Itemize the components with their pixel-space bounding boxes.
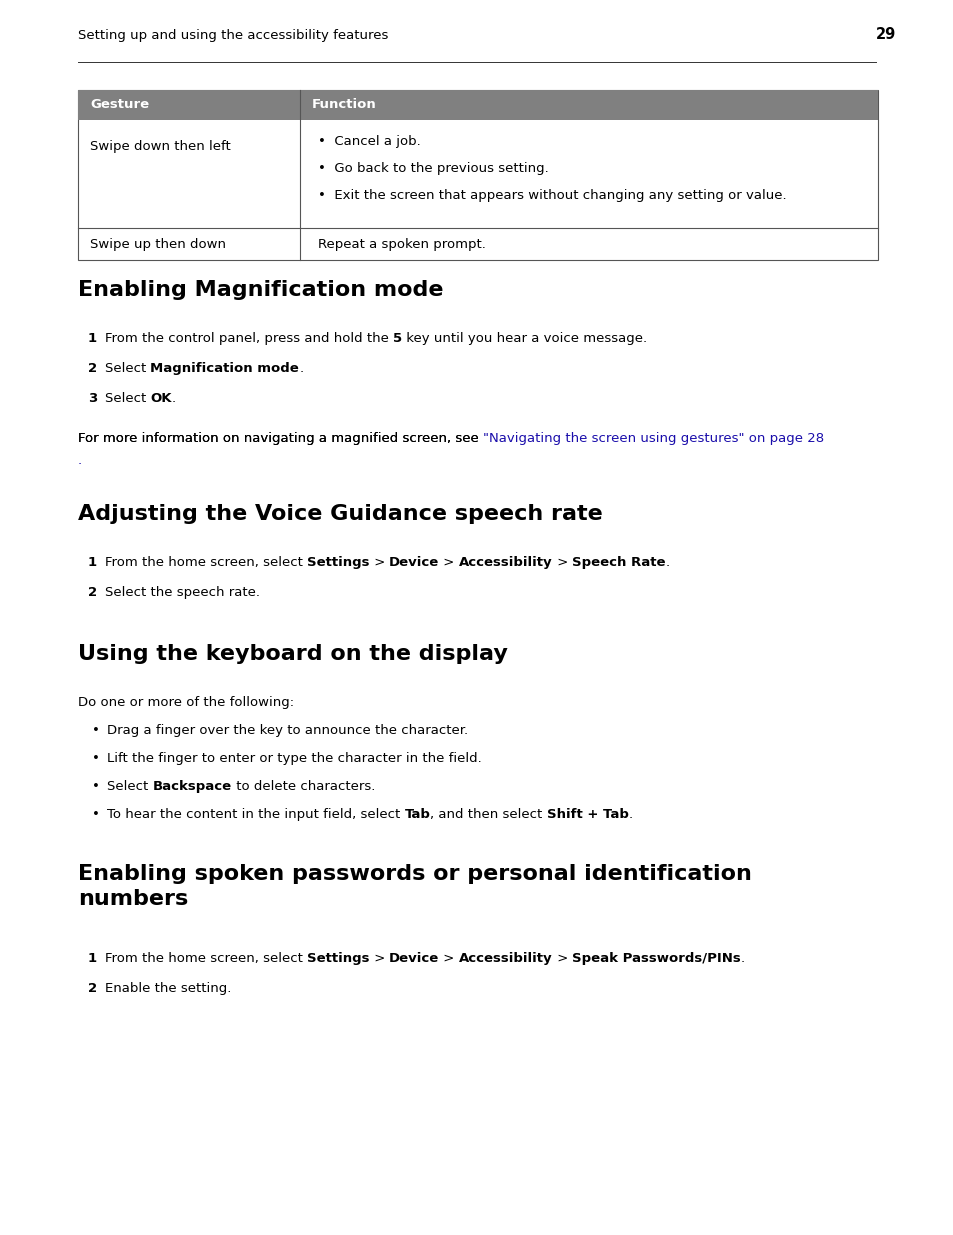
Text: •  Go back to the previous setting.: • Go back to the previous setting. (317, 162, 548, 175)
Text: 1: 1 (88, 332, 97, 345)
Text: "Navigating the screen using gestures" on page 28: "Navigating the screen using gestures" o… (482, 432, 823, 445)
Text: •  Exit the screen that appears without changing any setting or value.: • Exit the screen that appears without c… (317, 189, 786, 203)
Text: Device: Device (389, 952, 439, 965)
Text: 2: 2 (88, 982, 97, 995)
Text: Lift the finger to enter or type the character in the field.: Lift the finger to enter or type the cha… (107, 752, 481, 764)
Text: Swipe down then left: Swipe down then left (90, 140, 231, 153)
Text: Select: Select (105, 391, 151, 405)
Text: Drag a finger over the key to announce the character.: Drag a finger over the key to announce t… (107, 724, 468, 737)
Text: 1: 1 (88, 952, 97, 965)
Text: Speak Passwords/PINs: Speak Passwords/PINs (572, 952, 740, 965)
Text: .: . (172, 391, 176, 405)
Text: >: > (369, 952, 389, 965)
Text: •: • (91, 752, 100, 764)
Text: Gesture: Gesture (90, 99, 149, 111)
Text: 1: 1 (88, 556, 97, 569)
Text: Settings: Settings (307, 556, 369, 569)
Text: From the home screen, select: From the home screen, select (105, 952, 307, 965)
Text: •: • (91, 724, 100, 737)
Text: •: • (91, 781, 100, 793)
Text: Enabling Magnification mode: Enabling Magnification mode (78, 280, 443, 300)
Text: Accessibility: Accessibility (458, 556, 552, 569)
Text: Using the keyboard on the display: Using the keyboard on the display (78, 643, 507, 664)
Text: >: > (439, 556, 458, 569)
Text: Magnification mode: Magnification mode (151, 362, 299, 375)
Text: Select: Select (107, 781, 152, 793)
Bar (78, 90, 877, 261)
Text: Enable the setting.: Enable the setting. (105, 982, 232, 995)
Text: Settings: Settings (307, 952, 369, 965)
Text: 2: 2 (88, 585, 97, 599)
Text: , and then select: , and then select (430, 808, 546, 821)
Text: From the control panel, press and hold the: From the control panel, press and hold t… (105, 332, 393, 345)
Text: key until you hear a voice message.: key until you hear a voice message. (402, 332, 647, 345)
Text: Setting up and using the accessibility features: Setting up and using the accessibility f… (78, 28, 388, 42)
Text: >: > (552, 556, 572, 569)
Text: .: . (78, 454, 82, 467)
Text: 29: 29 (875, 27, 895, 42)
Text: 2: 2 (88, 362, 97, 375)
Text: Do one or more of the following:: Do one or more of the following: (78, 697, 294, 709)
Text: Swipe up then down: Swipe up then down (90, 237, 226, 251)
Text: Backspace: Backspace (152, 781, 232, 793)
Text: To hear the content in the input field, select: To hear the content in the input field, … (107, 808, 404, 821)
Text: For more information on navigating a magnified screen, see: For more information on navigating a mag… (78, 432, 482, 445)
Text: 3: 3 (88, 391, 97, 405)
Text: •: • (91, 808, 100, 821)
Text: >: > (552, 952, 572, 965)
Text: From the home screen, select: From the home screen, select (105, 556, 307, 569)
Text: Select the speech rate.: Select the speech rate. (105, 585, 260, 599)
Text: OK: OK (151, 391, 172, 405)
Text: Adjusting the Voice Guidance speech rate: Adjusting the Voice Guidance speech rate (78, 504, 602, 524)
Text: Accessibility: Accessibility (458, 952, 552, 965)
Text: Tab: Tab (404, 808, 430, 821)
Text: >: > (369, 556, 389, 569)
Text: .: . (299, 362, 303, 375)
Text: For more information on navigating a magnified screen, see: For more information on navigating a mag… (78, 432, 482, 445)
Text: .: . (628, 808, 632, 821)
Text: Device: Device (389, 556, 439, 569)
Text: Repeat a spoken prompt.: Repeat a spoken prompt. (317, 237, 485, 251)
Text: .: . (740, 952, 744, 965)
Text: Select: Select (105, 362, 151, 375)
Text: Shift + Tab: Shift + Tab (546, 808, 628, 821)
Text: •  Cancel a job.: • Cancel a job. (317, 135, 420, 148)
Text: .: . (665, 556, 669, 569)
Bar (78, 90, 877, 120)
Text: to delete characters.: to delete characters. (232, 781, 375, 793)
Text: Speech Rate: Speech Rate (572, 556, 665, 569)
Text: 5: 5 (393, 332, 402, 345)
Text: Function: Function (312, 99, 376, 111)
Text: >: > (439, 952, 458, 965)
Text: Enabling spoken passwords or personal identification
numbers: Enabling spoken passwords or personal id… (78, 864, 751, 909)
